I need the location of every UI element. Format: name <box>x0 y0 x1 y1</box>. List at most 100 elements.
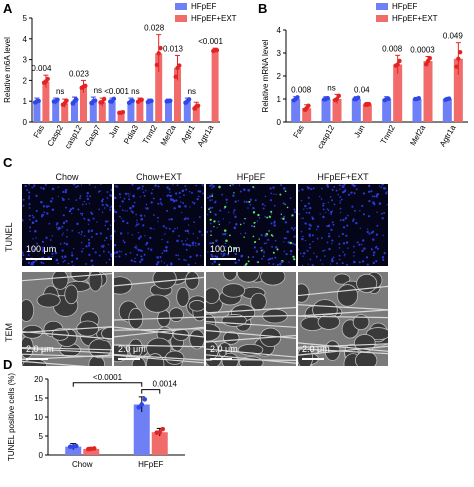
nucleus-dot <box>328 232 330 235</box>
bar-ext <box>136 100 144 122</box>
nucleus-dot <box>353 184 356 188</box>
nucleus-dot <box>192 233 194 235</box>
nucleus-dot <box>336 262 339 265</box>
nucleus-dot <box>83 235 86 237</box>
nucleus-dot <box>375 195 378 198</box>
data-point <box>295 95 300 100</box>
nucleus-dot <box>227 211 230 213</box>
nucleus-dot <box>370 231 374 234</box>
nucleus-dot <box>302 252 306 255</box>
nucleus-dot <box>184 185 187 187</box>
nucleus-dot <box>28 214 31 217</box>
legend-swatch <box>376 3 388 10</box>
tunel-image <box>114 184 204 266</box>
nucleus-dot <box>100 245 104 248</box>
bar-ext <box>393 64 403 122</box>
bar-hfpef <box>412 99 422 122</box>
myofibril-line <box>114 344 204 348</box>
nucleus-dot <box>331 188 334 191</box>
myofibril-line <box>298 315 388 319</box>
nucleus-dot <box>250 224 253 227</box>
nucleus-dot <box>161 238 163 241</box>
nucleus-dot <box>71 252 73 254</box>
nucleus-dot <box>131 184 134 186</box>
significance-label: 0.028 <box>144 24 165 33</box>
nucleus-dot <box>160 203 163 206</box>
nucleus-dot <box>339 219 342 222</box>
nucleus-dot <box>282 202 285 205</box>
nucleus-dot <box>28 195 31 198</box>
nucleus-dot <box>263 251 265 254</box>
nucleus-dot <box>147 247 150 250</box>
nucleus-dot <box>262 255 265 258</box>
nucleus-dot <box>322 263 324 265</box>
nucleus-dot <box>273 224 276 227</box>
nucleus-dot <box>362 192 366 195</box>
nucleus-dot <box>86 191 89 195</box>
mitochondrion <box>237 272 260 283</box>
data-point <box>168 98 173 104</box>
tunel-positive-nucleus <box>270 210 273 213</box>
nucleus-dot <box>174 227 176 230</box>
significance-label: <0.001 <box>104 87 129 96</box>
nucleus-dot <box>105 220 108 223</box>
nucleus-dot <box>264 195 267 198</box>
y-tick-label: 0 <box>39 451 44 460</box>
nucleus-dot <box>71 254 74 257</box>
nucleus-dot <box>351 191 353 193</box>
nucleus-dot <box>209 222 212 225</box>
nucleus-dot <box>209 206 212 210</box>
nucleus-dot <box>32 185 35 188</box>
nucleus-dot <box>80 250 83 253</box>
tunel-positive-nucleus <box>233 192 235 194</box>
nucleus-dot <box>256 260 259 263</box>
tunel-positive-nucleus <box>276 248 279 251</box>
mitochondrion <box>298 283 310 303</box>
nucleus-dot <box>211 262 214 265</box>
bar-ext <box>211 50 219 122</box>
nucleus-dot <box>327 186 329 188</box>
nucleus-dot <box>85 203 87 205</box>
data-point <box>325 96 330 101</box>
nucleus-dot <box>185 248 188 251</box>
nucleus-dot <box>283 187 286 190</box>
tunel-scale-bar <box>26 258 52 260</box>
nucleus-dot <box>383 212 386 214</box>
nucleus-dot <box>187 217 190 220</box>
nucleus-dot <box>101 203 104 206</box>
nucleus-dot <box>311 216 313 218</box>
data-point <box>454 64 459 69</box>
nucleus-dot <box>372 230 375 233</box>
nucleus-dot <box>71 229 74 232</box>
myofibril-line <box>206 334 296 343</box>
nucleus-dot <box>31 187 33 189</box>
nucleus-dot <box>86 197 90 201</box>
nucleus-dot <box>95 232 98 236</box>
data-point <box>355 95 361 100</box>
nucleus-dot <box>110 238 112 240</box>
nucleus-dot <box>63 242 66 245</box>
nucleus-dot <box>201 184 204 187</box>
nucleus-dot <box>141 185 144 188</box>
nucleus-dot <box>368 215 371 218</box>
x-tick-label: Fas <box>291 124 305 140</box>
x-tick-label: Casp7 <box>83 123 103 148</box>
nucleus-dot <box>344 189 347 191</box>
nucleus-dot <box>289 249 293 253</box>
nucleus-dot <box>99 184 102 186</box>
nucleus-dot <box>326 241 329 244</box>
nucleus-dot <box>119 215 121 218</box>
nucleus-dot <box>35 242 38 245</box>
nucleus-dot <box>62 214 65 217</box>
nucleus-dot <box>271 257 274 260</box>
nucleus-dot <box>320 237 323 239</box>
nucleus-dot <box>280 217 282 219</box>
column-header-chow: Chow <box>55 172 79 182</box>
nucleus-dot <box>220 252 223 255</box>
nucleus-dot <box>115 185 119 188</box>
nucleus-dot <box>327 209 330 212</box>
nucleus-dot <box>136 253 139 256</box>
y-axis-label: Relative m6A level <box>3 37 12 103</box>
bar-ext <box>117 112 125 122</box>
comparison-label: <0.0001 <box>93 373 123 382</box>
